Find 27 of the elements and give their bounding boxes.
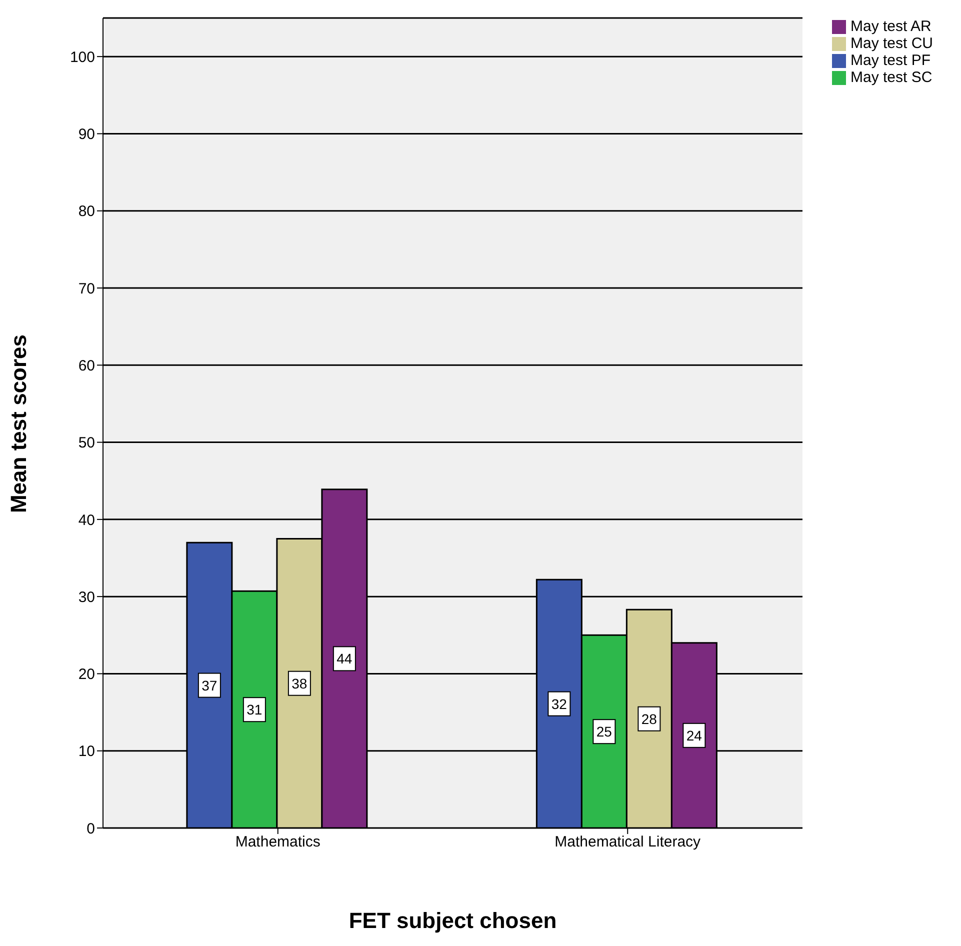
y-tick-label: 90 bbox=[78, 126, 95, 144]
y-tick-label: 100 bbox=[70, 48, 95, 66]
data-label: 38 bbox=[292, 675, 308, 692]
x-axis-title: FET subject chosen bbox=[348, 908, 557, 933]
y-tick-label: 0 bbox=[86, 820, 95, 838]
y-tick-label: 50 bbox=[78, 434, 95, 452]
data-label: 32 bbox=[551, 696, 568, 712]
legend-label: May test PF bbox=[850, 52, 931, 69]
x-tick-label: Mathematical Literacy bbox=[554, 834, 702, 851]
y-tick-label: 40 bbox=[78, 512, 95, 529]
data-label: 28 bbox=[641, 710, 658, 727]
y-tick-label: 20 bbox=[78, 666, 95, 684]
legend-label: May test SC bbox=[850, 69, 932, 86]
legend-label: May test AR bbox=[850, 18, 932, 35]
y-axis-title: Mean test scores bbox=[6, 334, 31, 513]
data-label: 37 bbox=[202, 677, 218, 694]
y-tick-label: 60 bbox=[78, 357, 95, 374]
legend-label: May test CU bbox=[850, 35, 933, 52]
data-label: 25 bbox=[596, 724, 612, 740]
y-tick-label: 80 bbox=[78, 203, 95, 220]
data-label: 24 bbox=[686, 727, 702, 744]
data-label: 31 bbox=[246, 702, 262, 718]
x-tick-label: Mathematics bbox=[235, 834, 320, 851]
y-tick-label: 10 bbox=[78, 743, 95, 760]
y-tick-label: 30 bbox=[78, 588, 95, 606]
y-tick-label: 70 bbox=[78, 280, 95, 298]
data-label: 44 bbox=[336, 650, 352, 667]
